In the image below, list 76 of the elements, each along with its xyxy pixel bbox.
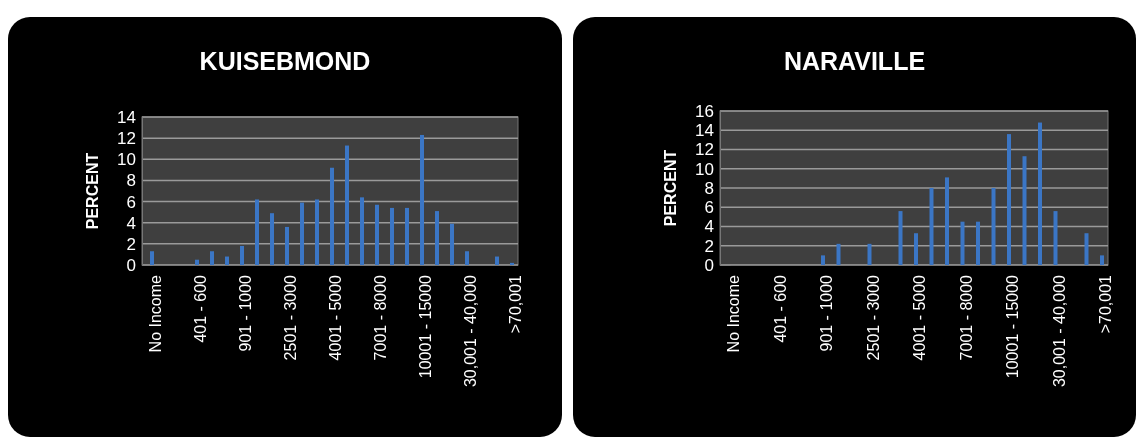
- bar: [300, 202, 304, 265]
- bar: [255, 199, 259, 265]
- bar: [1007, 134, 1011, 265]
- bar: [150, 251, 154, 265]
- y-tick-label: 8: [126, 171, 136, 191]
- bar: [836, 243, 841, 265]
- x-tick-label: >70,001: [1097, 274, 1115, 334]
- x-tick-label: 7001 - 8000: [372, 274, 390, 361]
- y-tick-label: 2: [126, 234, 136, 254]
- y-tick-label: 12: [695, 140, 714, 160]
- bar: [225, 256, 229, 265]
- bar: [285, 226, 289, 265]
- bar: [821, 255, 825, 265]
- x-tick-label: 2501 - 3000: [282, 274, 300, 361]
- bar: [420, 134, 424, 265]
- y-tick-label: 2: [704, 236, 714, 256]
- bar: [465, 251, 469, 265]
- bar: [1038, 122, 1042, 265]
- chart-title: NARAVILLE: [783, 47, 926, 75]
- y-tick-label: 0: [126, 255, 136, 275]
- y-tick-label: 8: [704, 178, 714, 198]
- y-tick-label: 4: [126, 213, 136, 233]
- bar: [960, 221, 965, 265]
- x-tick-label: 401 - 600: [771, 274, 789, 343]
- y-tick-label: 14: [695, 121, 714, 141]
- bar: [240, 245, 244, 265]
- x-tick-label: 4001 - 5000: [911, 274, 929, 361]
- y-tick-label: 6: [704, 198, 714, 218]
- x-tick-label: 30,001 - 40,000: [462, 274, 480, 388]
- bar: [345, 145, 349, 265]
- bar: [375, 204, 379, 265]
- y-axis-title: PERCENT: [662, 149, 679, 227]
- x-tick-label: 2501 - 3000: [864, 274, 882, 361]
- y-tick-label: 10: [117, 150, 136, 170]
- x-tick-label: 901 - 1000: [237, 274, 255, 352]
- x-tick-label: No Income: [147, 274, 165, 353]
- bar: [270, 213, 274, 265]
- y-tick-label: 6: [126, 192, 136, 212]
- bar: [976, 221, 980, 265]
- bar: [1053, 211, 1058, 265]
- x-tick-label: >70,001: [507, 274, 525, 334]
- bar: [991, 188, 996, 265]
- x-tick-label: No Income: [725, 274, 743, 353]
- y-tick-label: 12: [117, 129, 136, 149]
- x-tick-label: 7001 - 8000: [957, 274, 975, 361]
- bar: [495, 256, 499, 265]
- bar: [315, 199, 319, 265]
- bar: [360, 197, 364, 265]
- bar: [1100, 255, 1104, 265]
- x-tick-label: 401 - 600: [192, 274, 210, 343]
- bar: [390, 207, 394, 265]
- bar: [1084, 233, 1089, 265]
- bar: [914, 233, 918, 265]
- y-tick-label: 0: [704, 255, 714, 275]
- bar: [210, 251, 214, 265]
- y-axis-title: PERCENT: [84, 152, 101, 230]
- bar: [405, 207, 409, 265]
- y-tick-label: 4: [704, 217, 714, 237]
- bar: [1022, 156, 1027, 265]
- y-tick-label: 16: [695, 101, 714, 121]
- chart-title: KUISEBMOND: [199, 47, 371, 75]
- y-tick-label: 10: [695, 159, 714, 179]
- bar: [945, 177, 949, 265]
- bar: [450, 223, 454, 265]
- bar: [929, 188, 934, 265]
- x-tick-label: 901 - 1000: [818, 274, 836, 352]
- x-tick-label: 30,001 - 40,000: [1050, 274, 1068, 388]
- bar: [435, 211, 439, 265]
- x-tick-label: 10001 - 15000: [1004, 274, 1022, 379]
- bar: [330, 167, 334, 265]
- bar: [195, 259, 199, 265]
- x-tick-label: 10001 - 15000: [417, 274, 435, 379]
- x-tick-label: 4001 - 5000: [327, 274, 345, 361]
- bar: [867, 243, 872, 265]
- bar: [898, 211, 903, 265]
- y-tick-label: 14: [117, 107, 136, 127]
